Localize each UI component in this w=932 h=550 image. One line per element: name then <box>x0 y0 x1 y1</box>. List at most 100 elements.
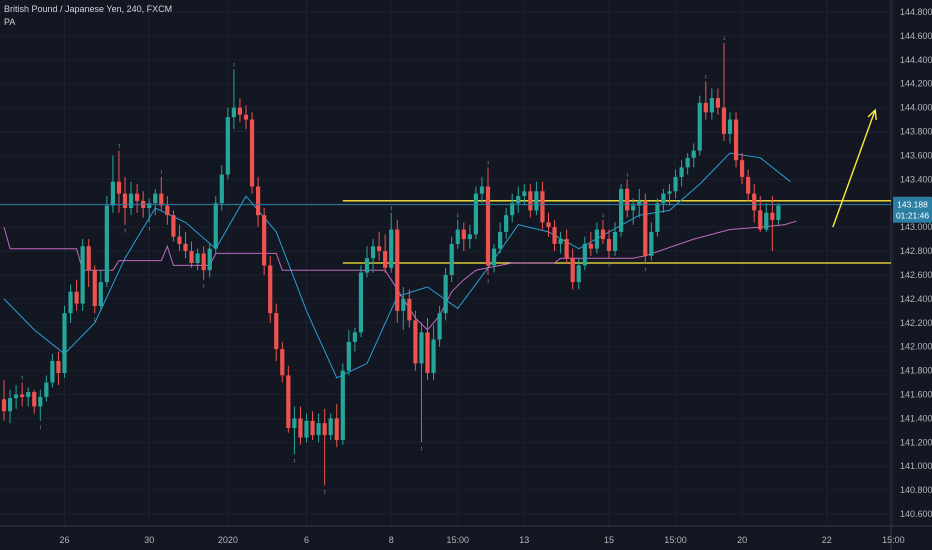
candle <box>709 88 714 120</box>
candle <box>461 222 466 252</box>
candle <box>685 153 690 175</box>
candle <box>147 198 152 223</box>
candle-body <box>389 229 394 268</box>
candle <box>467 224 472 249</box>
candle <box>32 389 37 414</box>
price-tick-label: 141.200 <box>900 437 932 447</box>
candle-body <box>449 243 454 275</box>
price-tick-label: 143.600 <box>900 150 932 160</box>
candle <box>128 181 134 216</box>
arrow-shaft[interactable] <box>832 109 876 228</box>
price-tick-label: 140.800 <box>900 485 932 495</box>
candle-body <box>274 313 279 350</box>
fractal-low-marker: ↕ <box>93 317 96 323</box>
price-tick-label: 141.000 <box>900 461 932 471</box>
price-tick-label: 144.000 <box>900 103 932 113</box>
candle-body <box>691 150 696 158</box>
candle-body <box>522 191 527 197</box>
candle <box>661 188 666 213</box>
candle <box>485 167 491 275</box>
fractal-high-marker: ↕ <box>626 172 629 178</box>
candle <box>14 384 19 409</box>
candle-body <box>286 375 291 428</box>
candle-body <box>153 193 158 204</box>
candle <box>346 329 351 376</box>
time-tick-label: 2020 <box>218 535 238 545</box>
candle <box>352 327 357 352</box>
fractal-low-marker: ↕ <box>124 229 127 235</box>
candle-body <box>661 193 666 204</box>
candle <box>600 219 606 244</box>
price-tick-label: 144.800 <box>900 7 932 17</box>
candle-body <box>443 274 448 314</box>
candle-body <box>189 251 194 263</box>
candle <box>776 203 781 225</box>
candle <box>92 265 97 314</box>
candle-body <box>425 332 430 373</box>
candle-body <box>243 114 249 120</box>
candle-body <box>455 229 460 244</box>
candle <box>135 184 140 213</box>
candle <box>667 184 672 206</box>
candle <box>377 231 382 261</box>
candle-body <box>14 394 19 399</box>
time-tick-label: 15 <box>604 535 614 545</box>
candle <box>407 289 412 328</box>
time-tick-label: 22 <box>822 535 832 545</box>
candle <box>358 265 364 338</box>
price-tick-label: 142.200 <box>900 318 932 328</box>
candle <box>522 184 527 206</box>
candle <box>1 380 7 421</box>
fractal-low-marker: ↕ <box>323 489 326 495</box>
arrow-head[interactable] <box>867 108 877 121</box>
candle-body <box>721 107 727 134</box>
candle <box>38 389 43 421</box>
candle-body <box>643 200 648 256</box>
candle <box>44 375 49 402</box>
candle-body <box>98 282 103 307</box>
horizontal-levels[interactable] <box>342 200 891 264</box>
candle <box>588 231 593 256</box>
candle-body <box>262 215 267 266</box>
candle-body <box>479 186 485 194</box>
candle <box>431 325 436 381</box>
candle-body <box>298 418 303 438</box>
candle-body <box>110 181 115 206</box>
candle-body <box>219 174 224 204</box>
candle-body <box>431 339 436 373</box>
candle-body <box>104 205 109 283</box>
time-axis[interactable]: 26 30 2020 6 8 15:00 13 15 15:00 20 22 15:00 <box>59 535 904 545</box>
candle <box>679 160 684 187</box>
candle <box>534 181 539 216</box>
candle-body <box>364 258 370 273</box>
candle-body <box>625 188 630 211</box>
candle-body <box>195 253 200 263</box>
forecast-arrow[interactable] <box>832 108 877 228</box>
candle <box>697 95 702 156</box>
candle <box>443 267 448 321</box>
candle-body <box>612 231 618 252</box>
candle-body <box>715 98 720 108</box>
price-axis[interactable]: 140.600 140.800 141.000 141.200 141.400 141.6… <box>900 7 932 519</box>
price-tick-label: 141.600 <box>900 390 932 400</box>
candle <box>292 406 297 455</box>
candle <box>231 69 236 130</box>
candle-body <box>213 203 218 249</box>
fractal-low-marker: ↕ <box>644 267 647 273</box>
candle <box>383 234 388 273</box>
candle-body <box>122 193 128 209</box>
candle <box>110 155 115 213</box>
candle <box>80 239 85 311</box>
candle-body <box>776 205 781 220</box>
candle-body <box>171 215 176 237</box>
candle-body <box>758 210 763 230</box>
fractal-markers: ↕ ↕ ↕ ↕ ↕ ↕ ↕ ↕ ↕ ↕ ↕ ↕ ↕ ↕ ↕ ↕ ↕ ↕ ↕ ↕ ↕ ↕ <box>21 36 726 495</box>
candle-body <box>709 98 714 113</box>
candle <box>649 222 654 261</box>
fractal-high-marker: ↕ <box>21 376 24 382</box>
candle-body <box>491 248 497 266</box>
candle-body <box>606 239 612 252</box>
candle <box>570 248 575 290</box>
